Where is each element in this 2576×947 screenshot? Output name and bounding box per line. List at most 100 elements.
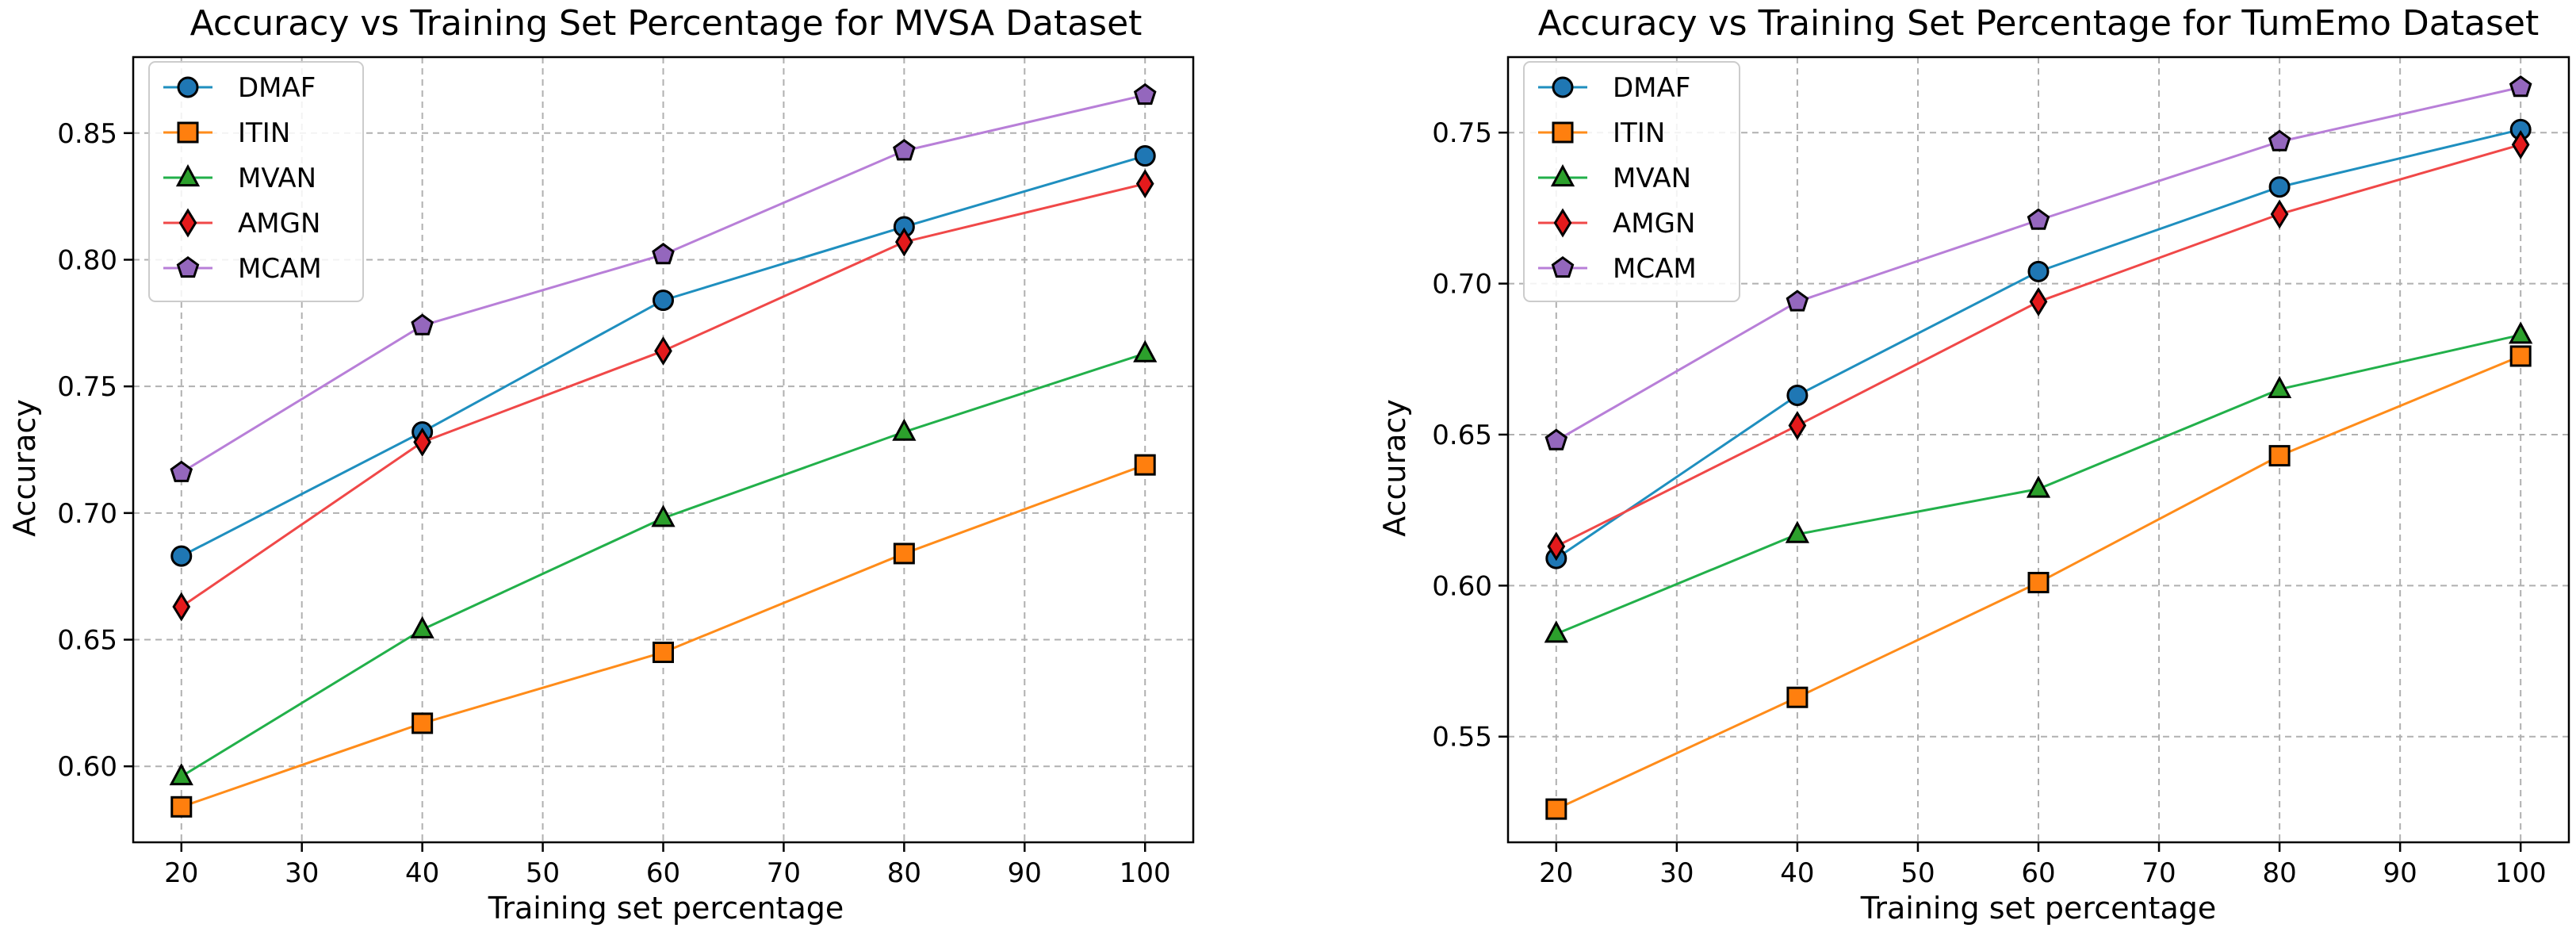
data-point-mvan [892, 418, 917, 441]
y-tick-label: 0.85 [57, 118, 117, 150]
legend-label: MVAN [1613, 163, 1691, 194]
data-point-itin [2509, 345, 2532, 367]
x-tick-label: 90 [2383, 857, 2417, 889]
data-point-amgn [2270, 199, 2289, 229]
x-tick-label: 30 [285, 857, 319, 889]
data-point-itin [2268, 445, 2291, 467]
data-point-amgn [1547, 531, 1566, 562]
series-mcam [1544, 75, 2532, 450]
legend-item-itin: ITIN [1538, 117, 1665, 149]
series-amgn [1547, 129, 2530, 562]
y-tick-label: 0.60 [57, 751, 117, 783]
legend-item-amgn: AMGN [163, 208, 320, 240]
legend: DMAF ITIN MVAN AMGN MCAM [1523, 61, 1740, 302]
data-point-dmaf [653, 289, 674, 312]
y-tick-label: 0.75 [1432, 117, 1492, 149]
data-point-amgn [654, 335, 672, 366]
legend-label: ITIN [1613, 117, 1665, 149]
data-point-itin [1545, 798, 1567, 820]
series-mcam [170, 82, 1157, 482]
legend-item-amgn: AMGN [1538, 208, 1695, 240]
data-point-amgn [1135, 169, 1154, 199]
legend-marker [175, 164, 201, 187]
legend-label: AMGN [238, 208, 320, 240]
data-point-mvan [651, 504, 676, 527]
legend-item-dmaf: DMAF [1538, 72, 1690, 104]
legend-marker [1552, 121, 1574, 144]
x-tick-label: 100 [1120, 857, 1171, 889]
ticks: 20 30 40 50 60 70 80 90 100 0.55 0.60 0.65 0.70 0.75 [1432, 117, 2546, 889]
legend-marker [177, 76, 199, 98]
x-tick-label: 30 [1659, 857, 1694, 889]
data-point-amgn [895, 227, 913, 257]
data-point-mcam [1786, 289, 1809, 312]
legend-label: AMGN [1613, 208, 1695, 240]
data-point-mvan [2509, 321, 2533, 344]
legend-marker [1553, 208, 1572, 238]
y-tick-label: 0.80 [57, 244, 117, 276]
legend-marker [1552, 76, 1574, 98]
y-tick-label: 0.70 [1432, 269, 1492, 301]
data-point-itin [170, 796, 193, 818]
data-point-mvan [2026, 475, 2051, 498]
y-tick-label: 0.65 [1432, 420, 1492, 451]
ticks: 20 30 40 50 60 70 80 90 100 0.60 0.65 0.70 0.75 0.80 0… [57, 118, 1170, 889]
data-point-mcam [652, 243, 675, 265]
legend-marker [1551, 255, 1575, 278]
legend-item-dmaf: DMAF [163, 72, 316, 104]
legend-box [148, 61, 364, 302]
chart-title: Accuracy vs Training Set Percentage for … [190, 3, 1143, 44]
data-point-mvan [1544, 620, 1568, 643]
legend-item-itin: ITIN [163, 117, 290, 149]
legend-box [1523, 61, 1740, 302]
x-tick-label: 60 [646, 857, 680, 889]
series-itin [170, 454, 1156, 818]
data-point-mcam [2268, 129, 2291, 151]
x-axis-label: Training set percentage [1860, 891, 2217, 926]
series-amgn [172, 169, 1154, 622]
x-tick-label: 80 [2262, 857, 2296, 889]
data-point-mcam [170, 460, 193, 482]
y-tick-label: 0.60 [1432, 570, 1492, 602]
data-point-itin [2027, 572, 2050, 594]
legend-label: DMAF [1613, 72, 1690, 104]
data-point-amgn [2029, 286, 2048, 316]
x-tick-label: 100 [2495, 857, 2547, 889]
series-itin [1545, 345, 2532, 820]
data-point-itin [653, 641, 674, 663]
x-tick-label: 70 [767, 857, 801, 889]
y-tick-label: 0.65 [57, 625, 117, 657]
data-point-mcam [1544, 428, 1568, 450]
data-point-dmaf [2027, 260, 2050, 282]
data-point-mcam [2027, 208, 2050, 230]
data-point-amgn [172, 592, 191, 622]
legend-label: MVAN [238, 163, 316, 194]
data-point-mcam [893, 139, 916, 161]
data-point-dmaf [1786, 384, 1809, 406]
chart-tumemo: Accuracy vs Training Set Percentage for … [1377, 3, 2570, 926]
x-tick-label: 80 [887, 857, 921, 889]
legend-label: MCAM [238, 253, 322, 285]
x-tick-label: 40 [405, 857, 439, 889]
x-tick-label: 70 [2142, 857, 2176, 889]
data-point-mcam [411, 313, 434, 335]
series-mvan [1544, 321, 2533, 643]
data-point-itin [893, 543, 915, 565]
legend: DMAF ITIN MVAN AMGN MCAM [148, 61, 364, 302]
x-tick-label: 60 [2021, 857, 2055, 889]
data-point-mvan [2267, 375, 2292, 398]
legend-marker [176, 255, 200, 278]
data-point-mcam [2509, 75, 2532, 98]
legend-item-mvan: MVAN [163, 163, 316, 194]
legend-item-mvan: MVAN [1538, 163, 1691, 194]
data-point-dmaf [1134, 145, 1156, 167]
chart-title: Accuracy vs Training Set Percentage for … [1538, 3, 2539, 44]
x-tick-label: 50 [1900, 857, 1935, 889]
legend-item-mcam: MCAM [163, 253, 322, 285]
x-tick-label: 20 [1539, 857, 1573, 889]
x-tick-label: 20 [164, 857, 198, 889]
x-tick-label: 50 [526, 857, 560, 889]
legend-marker [177, 121, 199, 144]
x-tick-label: 90 [1008, 857, 1042, 889]
